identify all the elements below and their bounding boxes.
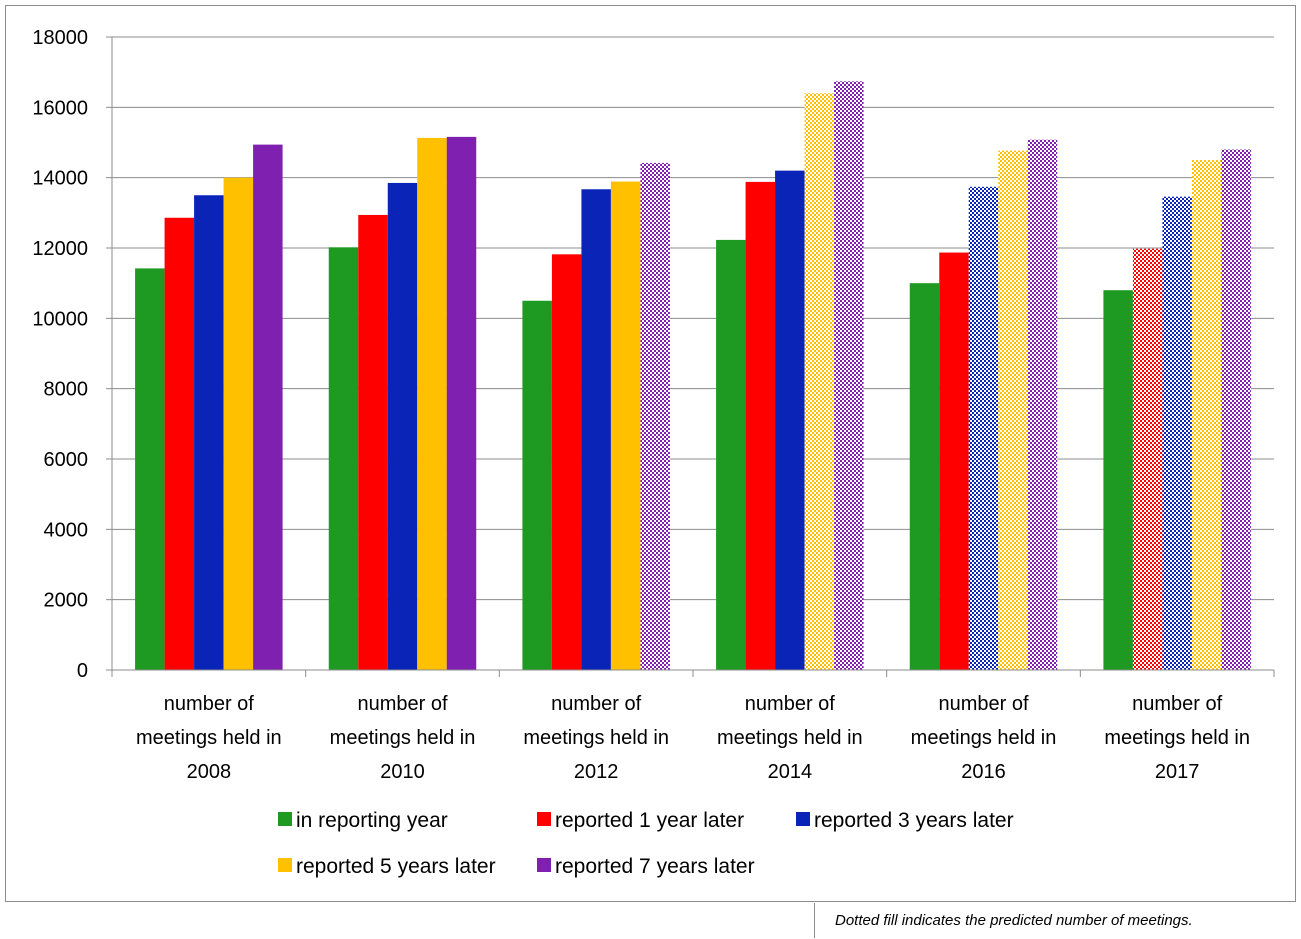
legend-label: in reporting year xyxy=(296,809,448,832)
bar xyxy=(135,268,165,670)
bar xyxy=(581,189,611,670)
legend-swatch xyxy=(278,858,292,872)
bar xyxy=(1191,160,1222,670)
bar xyxy=(640,162,670,670)
bar xyxy=(1103,290,1133,670)
y-tick-label: 2000 xyxy=(44,590,89,612)
y-tick-label: 12000 xyxy=(32,238,88,260)
bar xyxy=(551,254,582,670)
bar xyxy=(804,93,835,670)
legend-label: reported 5 years later xyxy=(296,855,496,878)
bar xyxy=(968,186,999,670)
x-tick-label: meetings held in xyxy=(1104,727,1250,749)
x-tick-label: number of xyxy=(357,693,447,715)
x-tick-label: 2017 xyxy=(1155,761,1200,783)
bar xyxy=(522,300,552,670)
legend-label: reported 3 years later xyxy=(814,809,1014,832)
legend-item: reported 3 years later xyxy=(796,809,1014,832)
bar xyxy=(1027,139,1058,670)
x-tick-label: 2010 xyxy=(380,761,425,783)
y-tick-label: 18000 xyxy=(32,27,88,49)
bar xyxy=(1132,248,1163,670)
x-tick-label: number of xyxy=(1132,693,1222,715)
bar xyxy=(253,144,283,671)
y-tick-label: 0 xyxy=(77,660,88,682)
bar xyxy=(909,283,940,670)
x-tick-label: 2012 xyxy=(574,761,619,783)
x-tick-label: number of xyxy=(551,693,641,715)
bar-chart: 0 2000 4000 6000 8000 10000 12000 14000 16000 180… xyxy=(32,27,1275,878)
y-tick-label: 6000 xyxy=(44,449,89,471)
x-tick-label: number of xyxy=(164,693,254,715)
x-tick-label: meetings held in xyxy=(136,727,282,749)
x-tick-label: 2014 xyxy=(768,761,813,783)
bar xyxy=(834,81,864,670)
footnote: Dotted fill indicates the predicted numb… xyxy=(814,903,1301,938)
bar xyxy=(939,252,969,670)
x-tick-label: 2008 xyxy=(187,761,232,783)
bars xyxy=(135,81,1251,671)
bar xyxy=(610,181,641,671)
legend-item: reported 5 years later xyxy=(278,855,496,878)
bar xyxy=(328,247,359,671)
legend-swatch xyxy=(537,858,551,872)
legend-item: in reporting year xyxy=(278,809,448,832)
bar xyxy=(194,195,224,670)
y-tick-label: 14000 xyxy=(32,168,88,190)
bar xyxy=(358,214,388,670)
legend-swatch xyxy=(796,812,810,826)
bar xyxy=(716,239,746,670)
legend-item: reported 7 years later xyxy=(537,855,755,878)
y-tick-label: 4000 xyxy=(44,519,89,541)
x-tick-label: meetings held in xyxy=(523,727,669,749)
x-tick-label: meetings held in xyxy=(717,727,863,749)
legend-swatch xyxy=(278,812,292,826)
bar xyxy=(775,170,805,670)
bar xyxy=(998,150,1028,671)
y-tick-label: 10000 xyxy=(32,308,88,330)
legend-swatch xyxy=(537,812,551,826)
x-tick-label: number of xyxy=(745,693,835,715)
bar xyxy=(417,137,447,670)
bar xyxy=(446,136,477,670)
bar xyxy=(387,182,418,670)
x-tick-label: number of xyxy=(938,693,1028,715)
bar xyxy=(1162,196,1192,670)
bar xyxy=(164,217,195,670)
bar xyxy=(745,181,776,670)
chart-frame xyxy=(5,5,1296,902)
legend-label: reported 1 year later xyxy=(555,809,744,832)
legend: in reporting year reported 1 year later re… xyxy=(278,809,1014,878)
bar xyxy=(223,177,254,671)
gridlines xyxy=(112,36,1274,601)
x-tick-label: 2016 xyxy=(961,761,1006,783)
legend-item: reported 1 year later xyxy=(537,809,744,832)
x-tick-label: meetings held in xyxy=(330,727,476,749)
legend-label: reported 7 years later xyxy=(555,855,755,878)
x-tick-label: meetings held in xyxy=(911,727,1057,749)
axes: 0 2000 4000 6000 8000 10000 12000 14000 16000 180… xyxy=(32,27,1275,783)
y-tick-label: 16000 xyxy=(32,97,88,119)
bar xyxy=(1221,149,1251,670)
y-tick-label: 8000 xyxy=(44,379,89,401)
